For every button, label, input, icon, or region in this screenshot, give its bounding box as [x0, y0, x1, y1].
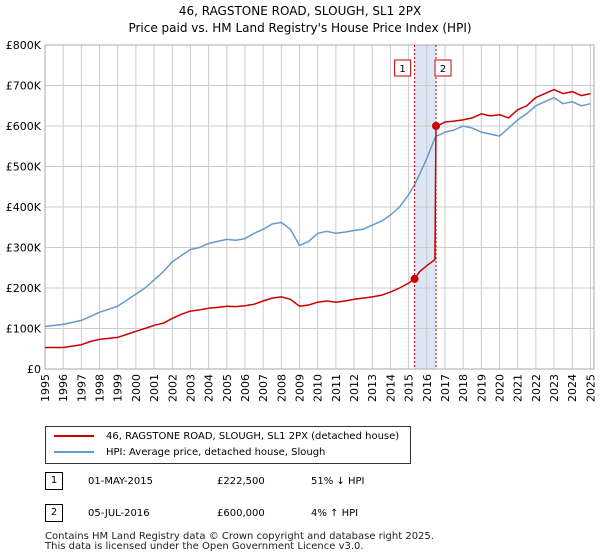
x-tick-label: 1996	[57, 374, 70, 402]
y-tick-label: £700K	[6, 80, 42, 93]
x-tick-label: 2004	[203, 374, 216, 402]
property-price-line	[45, 88, 591, 349]
x-tick-label: 1997	[75, 374, 88, 402]
x-tick-label: 1995	[39, 374, 52, 402]
y-tick-label: £300K	[6, 242, 42, 255]
transaction-price: £222,500	[217, 476, 265, 487]
x-tick-label: 2024	[566, 374, 579, 402]
transaction-date: 05-JUL-2016	[88, 508, 150, 519]
grid	[44, 44, 594, 370]
transaction-badge: 1	[45, 472, 63, 490]
x-tick-label: 2005	[221, 374, 234, 402]
legend-swatch-property	[54, 435, 94, 437]
y-tick-label: £200K	[6, 282, 42, 295]
legend-label-property: 46, RAGSTONE ROAD, SLOUGH, SL1 2PX (deta…	[106, 431, 400, 442]
x-tick-label: 2012	[348, 374, 361, 402]
x-tick-label: 2019	[475, 374, 488, 402]
x-tick-label: 2000	[130, 374, 143, 402]
x-tick-label: 2003	[184, 374, 197, 402]
legend: 46, RAGSTONE ROAD, SLOUGH, SL1 2PX (deta…	[45, 426, 411, 464]
x-tick-label: 2021	[512, 374, 525, 402]
y-tick-label: £800K	[6, 39, 42, 52]
transaction-price: £600,000	[217, 508, 265, 519]
x-tick-label: 2001	[148, 374, 161, 402]
transaction-label-box	[394, 59, 412, 77]
transaction-label-box	[434, 59, 452, 77]
x-tick-label: 2015	[403, 374, 416, 402]
x-tick-label: 2007	[257, 374, 270, 402]
x-tick-label: 2011	[330, 374, 343, 402]
x-tick-label: 2009	[294, 374, 307, 402]
legend-item-property: 46, RAGSTONE ROAD, SLOUGH, SL1 2PX (deta…	[54, 429, 399, 445]
price-chart: 46, RAGSTONE ROAD, SLOUGH, SL1 2PX Price…	[6, 4, 598, 402]
axes: £0 £100K £200K £300K £400K £500K £600K £700K £80…	[6, 39, 598, 402]
chart-subtitle: Price paid vs. HM Land Registry's House …	[128, 21, 471, 35]
y-tick-label: £400K	[6, 201, 42, 214]
y-tick-label: £600K	[6, 120, 42, 133]
hpi-line	[44, 96, 591, 328]
series	[44, 88, 591, 349]
x-tick-label: 2022	[530, 374, 543, 402]
plot-frame	[44, 44, 595, 370]
transaction-hpi-change: 4% ↑ HPI	[311, 508, 359, 519]
transaction-date: 01-MAY-2015	[88, 476, 154, 487]
transaction-label: 1	[399, 64, 405, 75]
x-tick-label: 2023	[548, 374, 561, 402]
legend-item-hpi: HPI: Average price, detached house, Slou…	[54, 445, 325, 461]
chart-title: 46, RAGSTONE ROAD, SLOUGH, SL1 2PX	[179, 4, 421, 18]
x-tick-label: 2010	[312, 374, 325, 402]
x-tick-label: 2008	[275, 374, 288, 402]
x-tick-label: 2002	[166, 374, 179, 402]
x-tick-label: 2025	[584, 374, 597, 402]
transaction-hpi-change: 51% ↓ HPI	[311, 476, 365, 487]
legend-swatch-hpi	[54, 451, 94, 453]
x-tick-label: 2006	[239, 374, 252, 402]
x-tick-label: 2017	[439, 374, 452, 402]
transaction-label: 2	[440, 64, 446, 75]
x-tick-label: 2013	[366, 374, 379, 402]
attribution: Contains HM Land Registry data © Crown c…	[45, 532, 434, 552]
y-tick-label: £500K	[6, 161, 42, 174]
transaction-point	[410, 274, 419, 283]
attribution-line-2: This data is licensed under the Open Gov…	[45, 541, 364, 552]
transaction-point	[432, 122, 441, 130]
x-tick-label: 2018	[457, 374, 470, 402]
y-tick-label: £100K	[6, 323, 42, 336]
x-tick-label: 2016	[421, 374, 434, 402]
x-tick-label: 2014	[384, 374, 397, 402]
x-tick-label: 1999	[112, 374, 125, 402]
x-tick-label: 1998	[94, 374, 107, 402]
x-tick-label: 2020	[493, 374, 506, 402]
legend-label-hpi: HPI: Average price, detached house, Slou…	[106, 447, 326, 458]
y-tick-label: £0	[27, 363, 41, 376]
attribution-line-1: Contains HM Land Registry data © Crown c…	[45, 531, 434, 542]
transaction-badge: 2	[45, 504, 63, 522]
